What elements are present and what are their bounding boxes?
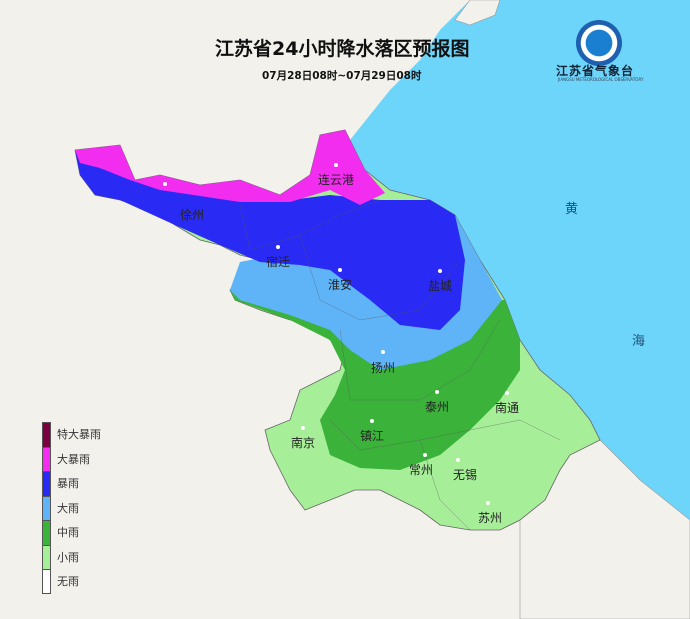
observatory-logo-icon [576,20,622,66]
legend-swatch [42,446,51,471]
logo-text: 江苏省气象台 [556,64,635,78]
legend-item: 小雨 [42,544,101,569]
city-label: 宿迁 [265,255,291,269]
legend-label: 小雨 [57,550,79,564]
legend-swatch [42,520,51,545]
legend-label: 无雨 [57,575,79,589]
legend-swatch [42,544,51,569]
legend-label: 中雨 [57,526,79,540]
city-label: 镇江 [359,429,385,443]
legend-label: 暴雨 [57,477,79,491]
sea-label-huang: 黄 [565,202,579,217]
city-label: 无锡 [452,468,478,482]
city-label: 南京 [290,436,316,450]
legend-item: 特大暴雨 [42,422,101,447]
legend-item: 暴雨 [42,471,101,496]
legend-item: 中雨 [42,520,101,545]
city-label: 苏州 [477,511,503,525]
legend-swatch [42,495,51,520]
sea [350,0,690,520]
legend-swatch [42,422,51,447]
city-dots [163,163,509,505]
city-label: 盐城 [427,279,453,293]
city-label: 淮安 [327,278,353,292]
legend-label: 特大暴雨 [57,428,101,442]
legend-swatch [42,569,51,594]
legend-label: 大雨 [57,501,79,515]
logo-subtext: JIANGSU METEOROLOGICAL OBSERVATORY [558,77,644,82]
map-title: 江苏省24小时降水落区预报图 [215,38,470,60]
shandong-peninsula [454,0,501,26]
heavy-rainstorm-area [75,130,385,205]
city-label: 连云港 [317,173,355,187]
precipitation-legend: 特大暴雨 大暴雨 暴雨 大雨 中雨 小雨 无雨 [42,422,101,594]
legend-item: 大雨 [42,495,101,520]
rainstorm-area [75,150,465,330]
legend-swatch [42,471,51,496]
legend-item: 无雨 [42,569,101,594]
city-label: 常州 [408,463,434,477]
city-boundaries [239,199,561,531]
sea-label-hai: 海 [632,334,646,349]
city-label: 徐州 [179,208,205,222]
city-label: 南通 [494,401,520,415]
legend-item: 大暴雨 [42,446,101,471]
legend-label: 大暴雨 [57,452,90,466]
city-label: 泰州 [424,400,450,414]
city-label: 扬州 [370,361,396,375]
forecast-period: 07月28日08时~07月29日08时 [262,70,422,82]
